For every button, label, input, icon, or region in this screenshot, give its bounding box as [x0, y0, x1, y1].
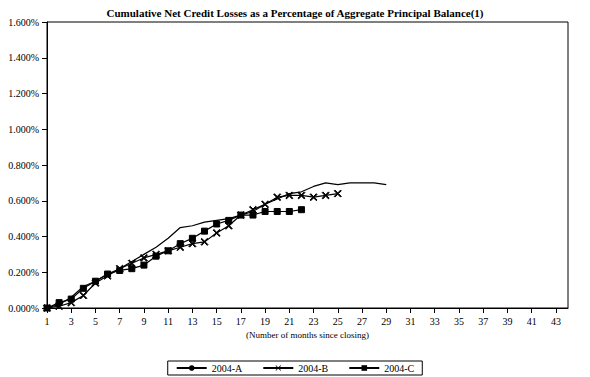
svg-text:31: 31 [405, 316, 415, 327]
svg-text:1: 1 [45, 316, 50, 327]
svg-text:2004-A: 2004-A [212, 363, 243, 374]
svg-text:(Number of months since closin: (Number of months since closing) [246, 330, 369, 340]
svg-text:35: 35 [454, 316, 464, 327]
svg-text:43: 43 [551, 316, 561, 327]
svg-text:17: 17 [236, 316, 246, 327]
svg-text:15: 15 [212, 316, 222, 327]
svg-text:1.000%: 1.000% [8, 124, 39, 135]
svg-text:33: 33 [430, 316, 440, 327]
svg-text:0.400%: 0.400% [8, 231, 39, 242]
svg-text:0.600%: 0.600% [8, 195, 39, 206]
svg-text:39: 39 [502, 316, 512, 327]
svg-text:3: 3 [69, 316, 74, 327]
svg-text:41: 41 [527, 316, 537, 327]
svg-text:29: 29 [381, 316, 391, 327]
svg-text:9: 9 [141, 316, 146, 327]
svg-text:2004-B: 2004-B [298, 363, 328, 374]
svg-text:7: 7 [117, 316, 122, 327]
svg-text:37: 37 [478, 316, 488, 327]
svg-text:1.200%: 1.200% [8, 88, 39, 99]
svg-text:19: 19 [260, 316, 270, 327]
svg-text:0.200%: 0.200% [8, 267, 39, 278]
svg-text:1.400%: 1.400% [8, 52, 39, 63]
svg-text:2004-C: 2004-C [384, 363, 414, 374]
svg-text:0.800%: 0.800% [8, 160, 39, 171]
svg-text:0.000%: 0.000% [8, 303, 39, 314]
svg-text:Cumulative Net Credit Losses a: Cumulative Net Credit Losses as a Percen… [107, 7, 484, 20]
svg-text:27: 27 [357, 316, 367, 327]
svg-text:21: 21 [284, 316, 294, 327]
svg-text:23: 23 [309, 316, 319, 327]
svg-text:1.600%: 1.600% [8, 17, 39, 28]
svg-text:5: 5 [93, 316, 98, 327]
svg-text:13: 13 [187, 316, 197, 327]
svg-text:11: 11 [163, 316, 173, 327]
svg-text:25: 25 [333, 316, 343, 327]
